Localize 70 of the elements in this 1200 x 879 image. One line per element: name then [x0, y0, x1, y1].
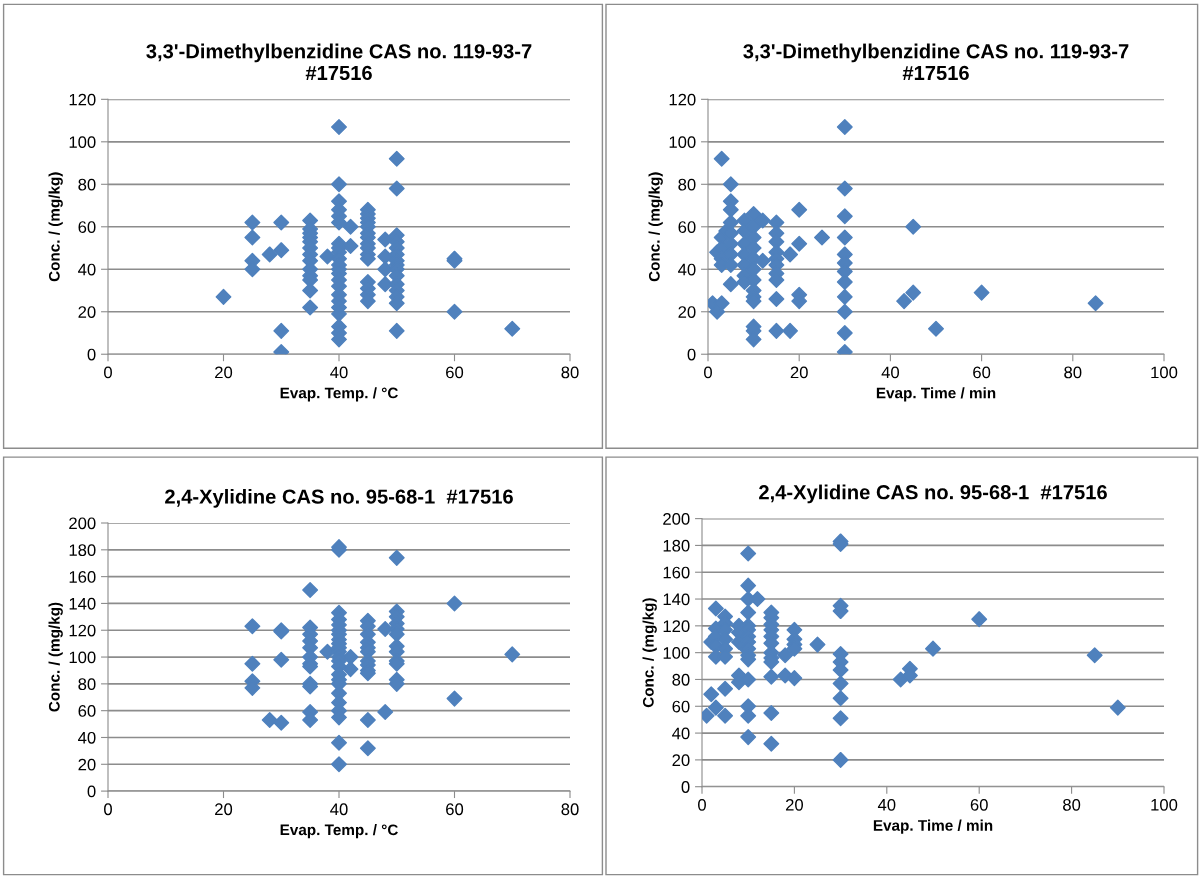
y-tick-label: 120 [663, 620, 690, 633]
x-tick-label: 80 [561, 803, 579, 816]
y-tick-label: 40 [78, 731, 96, 744]
x-tick-label: 0 [704, 366, 712, 379]
x-tick-label: 40 [881, 366, 900, 379]
chart-title: 2,4-Xylidine CAS no. 95-68-1 #17516 [165, 488, 513, 508]
y-tick-label: 160 [663, 566, 690, 579]
x-axis-title: Evap. Time / min [873, 819, 993, 834]
x-tick-label: 20 [785, 798, 804, 811]
y-tick-label: 0 [687, 348, 696, 361]
y-tick-label: 20 [678, 306, 696, 318]
x-axis-title: Evap. Time / min [876, 387, 996, 402]
y-tick-label: 20 [672, 754, 690, 767]
x-tick-label: 80 [1063, 798, 1081, 811]
y-tick-label: 80 [678, 178, 696, 191]
y-tick-label: 200 [69, 517, 96, 530]
y-tick-label: 80 [78, 678, 96, 691]
x-tick-label: 40 [330, 803, 348, 816]
x-tick-label: 0 [104, 366, 112, 379]
chart-title: 3,3'-Dimethylbenzidine CAS no. 119-93-7 #17516 [146, 43, 532, 81]
y-tick-label: 40 [678, 263, 696, 276]
y-tick-label: 40 [78, 263, 96, 276]
y-tick-label: 140 [663, 593, 690, 606]
x-tick-label: 60 [446, 366, 464, 379]
x-tick-label: 100 [1151, 798, 1178, 811]
y-tick-label: 0 [87, 785, 96, 798]
chart-title: 2,4-Xylidine CAS no. 95-68-1 #17516 [759, 484, 1107, 504]
y-tick-label: 120 [69, 93, 96, 106]
y-tick-label: 200 [663, 513, 690, 525]
y-tick-label: 160 [69, 571, 96, 583]
y-tick-label: 0 [681, 781, 690, 793]
y-axis-title: Conc. / (mg/kg) [48, 602, 63, 712]
y-tick-label: 80 [672, 673, 690, 686]
x-axis-title: Evap. Temp. / °C [280, 824, 398, 839]
y-tick-label: 60 [78, 221, 96, 233]
x-tick-label: 100 [1151, 366, 1178, 379]
y-tick-label: 60 [672, 700, 690, 713]
x-tick-label: 0 [698, 798, 706, 811]
x-tick-label: 40 [330, 366, 348, 379]
y-axis-title: Conc. / (mg/kg) [642, 598, 657, 708]
x-tick-label: 0 [104, 803, 112, 816]
y-tick-label: 20 [78, 758, 96, 771]
y-tick-label: 100 [663, 647, 690, 659]
y-axis-title: Conc. / (mg/kg) [648, 172, 663, 282]
y-tick-label: 120 [69, 624, 96, 637]
y-tick-label: 60 [678, 221, 696, 233]
y-tick-label: 140 [69, 597, 96, 610]
x-tick-label: 20 [790, 366, 808, 379]
y-tick-label: 40 [672, 727, 690, 740]
y-tick-label: 100 [69, 136, 96, 149]
y-tick-label: 180 [663, 539, 690, 552]
y-tick-label: 20 [78, 306, 96, 318]
y-axis-title: Conc. / (mg/kg) [48, 172, 63, 282]
x-tick-label: 40 [877, 798, 896, 811]
x-tick-label: 60 [973, 366, 991, 379]
y-tick-label: 180 [69, 544, 96, 557]
x-tick-label: 20 [215, 366, 233, 379]
y-tick-label: 100 [669, 136, 696, 149]
y-tick-label: 60 [78, 705, 96, 717]
x-tick-label: 80 [1064, 366, 1082, 379]
y-tick-label: 80 [78, 178, 96, 191]
x-tick-label: 60 [970, 798, 988, 811]
y-tick-label: 120 [669, 93, 696, 106]
chart-title: 3,3'-Dimethylbenzidine CAS no. 119-93-7 #17516 [743, 43, 1129, 81]
x-tick-label: 60 [446, 803, 464, 816]
y-tick-label: 100 [69, 651, 96, 664]
x-tick-label: 80 [561, 366, 579, 379]
x-tick-label: 20 [215, 803, 233, 816]
x-axis-title: Evap. Temp. / °C [280, 387, 398, 402]
y-tick-label: 0 [87, 348, 96, 361]
